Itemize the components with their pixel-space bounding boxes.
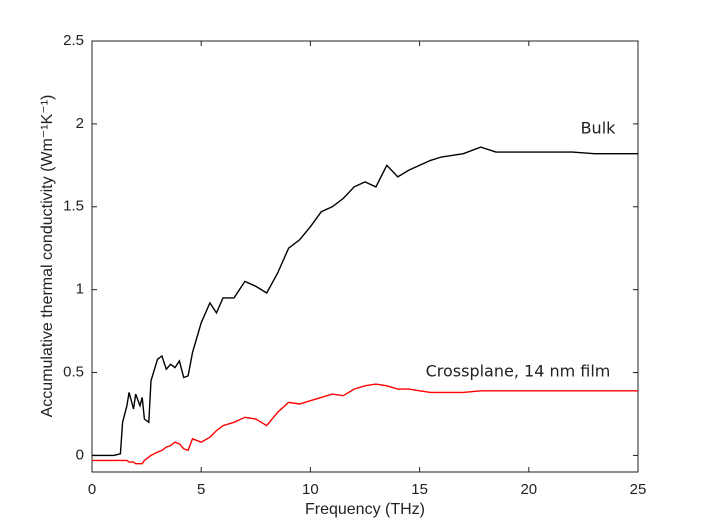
series-line [92, 383, 638, 465]
plot-frame [91, 40, 639, 473]
annotation: Crossplane, 14 nm film [426, 362, 611, 381]
x-tick-label: 0 [88, 481, 96, 498]
y-tick-label: 1 [76, 281, 84, 298]
x-tick-label: 25 [630, 481, 647, 498]
y-tick-label: 2.5 [63, 32, 84, 49]
x-tick-label: 10 [302, 481, 319, 498]
x-axis-label: Frequency (THz) [305, 501, 425, 518]
y-tick-label: 0 [76, 446, 84, 463]
series-line [92, 146, 638, 457]
y-tick-label: 1.5 [63, 198, 84, 215]
x-tick-label: 20 [520, 481, 537, 498]
y-tick-label: 2 [76, 115, 84, 132]
y-axis-label: Accumulative thermal conductivity (Wm⁻¹K… [39, 95, 56, 418]
y-tick-label: 0.5 [63, 364, 84, 381]
x-tick-label: 15 [411, 481, 428, 498]
annotation: Bulk [581, 119, 617, 138]
x-tick-label: 5 [197, 481, 205, 498]
